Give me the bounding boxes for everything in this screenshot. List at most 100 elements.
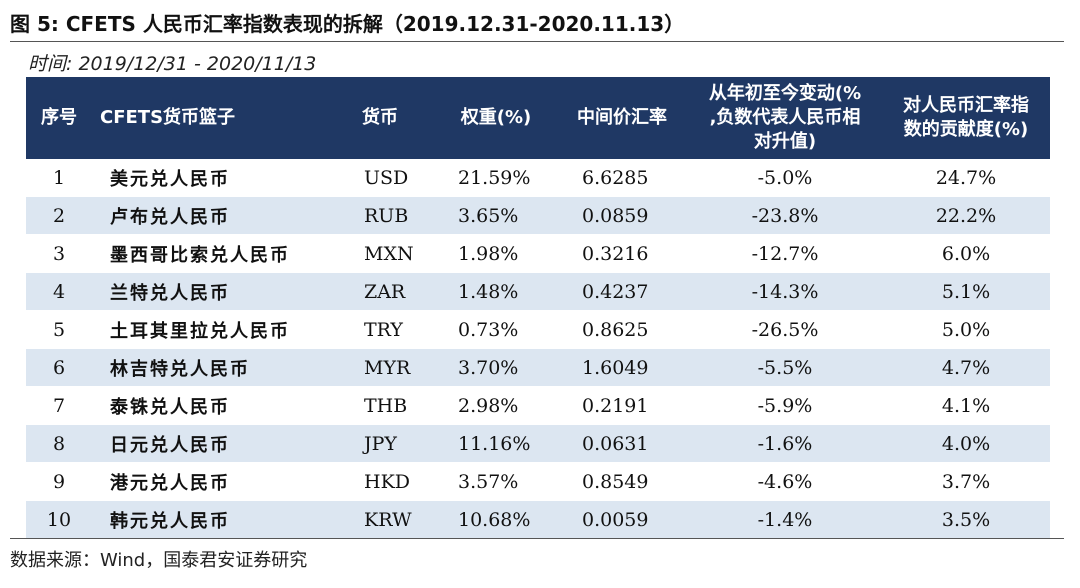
- row-weight: 3.57%: [436, 462, 556, 501]
- row-contribution: 3.5%: [882, 500, 1050, 539]
- header-change-line-1: 从年初至今变动(%: [708, 83, 862, 104]
- row-weight: 21.59%: [436, 159, 556, 197]
- header-contribution-line-2: 数的贡献度(%): [903, 119, 1029, 140]
- row-contribution: 4.1%: [882, 386, 1050, 425]
- row-rate: 0.0631: [556, 424, 688, 463]
- row-contribution: 3.7%: [882, 462, 1050, 501]
- row-rate: 0.3216: [556, 234, 688, 273]
- row-rate: 1.6049: [556, 348, 688, 387]
- bottom-rule: [10, 538, 1064, 539]
- row-index: 9: [26, 462, 92, 501]
- row-weight: 10.68%: [436, 500, 556, 539]
- row-index: 6: [26, 348, 92, 387]
- table-row: 4 兰特兑人民币 ZAR 1.48% 0.4237 -14.3% 5.1%: [26, 272, 1050, 311]
- header-index: 序号: [26, 77, 92, 159]
- title-rule: [10, 41, 1064, 42]
- row-weight: 1.98%: [436, 234, 556, 273]
- row-contribution: 6.0%: [882, 234, 1050, 273]
- row-pair: 港元兑人民币: [92, 462, 344, 501]
- row-weight: 3.65%: [436, 196, 556, 235]
- row-change: -1.4%: [688, 500, 882, 539]
- row-currency: TRY: [344, 310, 436, 349]
- date-range-note: 时间: 2019/12/31 - 2020/11/13: [28, 53, 317, 75]
- row-currency: ZAR: [344, 272, 436, 311]
- row-pair: 卢布兑人民币: [92, 196, 344, 235]
- row-pair: 泰铢兑人民币: [92, 386, 344, 425]
- header-weight: 权重(%): [436, 77, 556, 159]
- row-currency: MXN: [344, 234, 436, 273]
- row-currency: MYR: [344, 348, 436, 387]
- row-change: -1.6%: [688, 424, 882, 463]
- table-row: 7 泰铢兑人民币 THB 2.98% 0.2191 -5.9% 4.1%: [26, 386, 1050, 425]
- row-pair: 韩元兑人民币: [92, 500, 344, 539]
- row-pair: 美元兑人民币: [92, 159, 344, 197]
- table-row: 8 日元兑人民币 JPY 11.16% 0.0631 -1.6% 4.0%: [26, 424, 1050, 463]
- table-body: 1 美元兑人民币 USD 21.59% 6.6285 -5.0% 24.7% 2…: [26, 159, 1050, 539]
- header-change-line-3: 对升值): [753, 131, 817, 152]
- table-row: 3 墨西哥比索兑人民币 MXN 1.98% 0.3216 -12.7% 6.0%: [26, 234, 1050, 273]
- row-contribution: 4.7%: [882, 348, 1050, 387]
- header-change-line-2: ,负数代表人民币相: [709, 107, 861, 128]
- row-index: 7: [26, 386, 92, 425]
- header-contribution: 对人民币汇率指 数的贡献度(%): [882, 77, 1050, 159]
- table-row: 1 美元兑人民币 USD 21.59% 6.6285 -5.0% 24.7%: [26, 159, 1050, 197]
- row-contribution: 5.0%: [882, 310, 1050, 349]
- row-contribution: 4.0%: [882, 424, 1050, 463]
- row-currency: THB: [344, 386, 436, 425]
- row-weight: 0.73%: [436, 310, 556, 349]
- row-weight: 3.70%: [436, 348, 556, 387]
- header-rate: 中间价汇率: [556, 77, 688, 159]
- row-change: -5.5%: [688, 348, 882, 387]
- row-rate: 0.4237: [556, 272, 688, 311]
- row-change: -4.6%: [688, 462, 882, 501]
- row-change: -12.7%: [688, 234, 882, 273]
- table-row: 6 林吉特兑人民币 MYR 3.70% 1.6049 -5.5% 4.7%: [26, 348, 1050, 387]
- row-index: 3: [26, 234, 92, 273]
- row-change: -14.3%: [688, 272, 882, 311]
- table-row: 9 港元兑人民币 HKD 3.57% 0.8549 -4.6% 3.7%: [26, 462, 1050, 501]
- table-header-row: 序号 CFETS货币篮子 货币 权重(%) 中间价汇率 从年初至今变动(% ,负…: [26, 77, 1050, 159]
- row-rate: 0.8549: [556, 462, 688, 501]
- row-pair: 兰特兑人民币: [92, 272, 344, 311]
- header-contribution-line-1: 对人民币汇率指: [903, 95, 1029, 116]
- row-rate: 0.8625: [556, 310, 688, 349]
- row-change: -5.9%: [688, 386, 882, 425]
- row-contribution: 22.2%: [882, 196, 1050, 235]
- row-pair: 日元兑人民币: [92, 424, 344, 463]
- row-change: -26.5%: [688, 310, 882, 349]
- row-weight: 1.48%: [436, 272, 556, 311]
- cfets-contribution-table: 序号 CFETS货币篮子 货币 权重(%) 中间价汇率 从年初至今变动(% ,负…: [26, 77, 1050, 539]
- row-rate: 0.0059: [556, 500, 688, 539]
- header-basket: CFETS货币篮子: [92, 77, 344, 159]
- row-index: 5: [26, 310, 92, 349]
- row-index: 4: [26, 272, 92, 311]
- row-change: -23.8%: [688, 196, 882, 235]
- header-currency: 货币: [344, 77, 436, 159]
- source-note: 数据来源：Wind，国泰君安证券研究: [10, 550, 308, 571]
- row-rate: 0.0859: [556, 196, 688, 235]
- header-change: 从年初至今变动(% ,负数代表人民币相 对升值): [688, 77, 882, 159]
- row-currency: USD: [344, 159, 436, 197]
- row-currency: RUB: [344, 196, 436, 235]
- row-change: -5.0%: [688, 159, 882, 197]
- row-pair: 墨西哥比索兑人民币: [92, 234, 344, 273]
- row-index: 10: [26, 500, 92, 539]
- row-currency: KRW: [344, 500, 436, 539]
- row-rate: 6.6285: [556, 159, 688, 197]
- row-contribution: 24.7%: [882, 159, 1050, 197]
- row-weight: 2.98%: [436, 386, 556, 425]
- figure-title: 图 5: CFETS 人民币汇率指数表现的拆解（2019.12.31-2020.…: [10, 12, 685, 36]
- table-row: 10 韩元兑人民币 KRW 10.68% 0.0059 -1.4% 3.5%: [26, 500, 1050, 539]
- row-pair: 土耳其里拉兑人民币: [92, 310, 344, 349]
- row-weight: 11.16%: [436, 424, 556, 463]
- row-rate: 0.2191: [556, 386, 688, 425]
- table-row: 2 卢布兑人民币 RUB 3.65% 0.0859 -23.8% 22.2%: [26, 196, 1050, 235]
- row-index: 1: [26, 159, 92, 197]
- row-index: 8: [26, 424, 92, 463]
- row-currency: JPY: [344, 424, 436, 463]
- row-contribution: 5.1%: [882, 272, 1050, 311]
- row-index: 2: [26, 196, 92, 235]
- row-pair: 林吉特兑人民币: [92, 348, 344, 387]
- table-row: 5 土耳其里拉兑人民币 TRY 0.73% 0.8625 -26.5% 5.0%: [26, 310, 1050, 349]
- row-currency: HKD: [344, 462, 436, 501]
